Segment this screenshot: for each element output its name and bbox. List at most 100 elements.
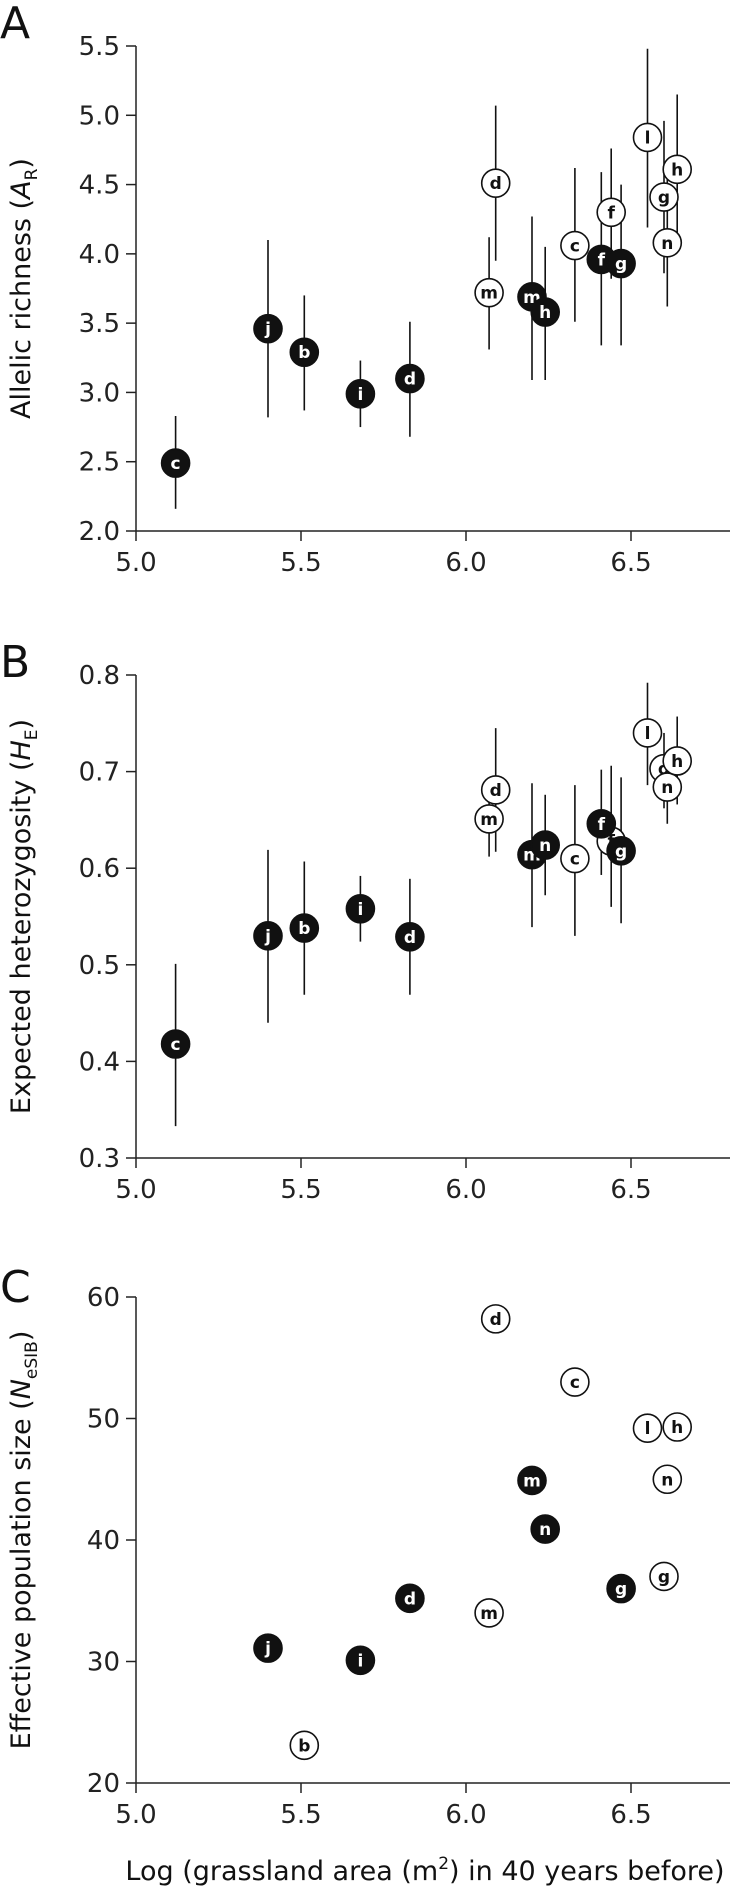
y-tick-label: 2.5 <box>79 448 120 478</box>
y-tick-label: 0.5 <box>79 951 120 981</box>
x-tick-label: 5.5 <box>280 548 321 578</box>
data-point-label: d <box>490 174 502 194</box>
x-tick-label: 5.0 <box>115 1800 156 1830</box>
data-point <box>395 1583 425 1614</box>
data-point-label: j <box>264 1639 271 1659</box>
data-point-label: d <box>490 781 502 801</box>
y-tick-label: 0.4 <box>79 1047 120 1077</box>
data-point-label: g <box>658 1567 670 1587</box>
data-point-label: h <box>671 752 683 772</box>
y-axis-label-subscript: E <box>22 729 42 740</box>
data-point-label: d <box>404 928 416 948</box>
y-axis-label-symbol: H <box>6 740 37 760</box>
data-point-label: g <box>615 255 627 275</box>
data-point <box>395 363 425 394</box>
x-tick-label: 6.0 <box>445 1800 486 1830</box>
data-point <box>289 913 320 943</box>
data-point <box>632 122 663 153</box>
y-axis-label-subscript: eSIB <box>22 1341 42 1379</box>
data-point-label: b <box>298 919 310 939</box>
data-point <box>652 1464 683 1495</box>
data-point-label: h <box>539 303 551 323</box>
y-axis-label-symbol: N <box>6 1379 37 1399</box>
data-point-label: h <box>671 160 683 180</box>
data-point <box>606 836 636 866</box>
data-point-label: c <box>171 1035 181 1055</box>
x-tick-label: 6.5 <box>610 548 651 578</box>
y-tick-label: 20 <box>87 1769 120 1799</box>
data-point <box>649 1561 679 1592</box>
data-point-label: g <box>615 842 627 862</box>
y-axis-label: Expected heterozygosity (HE) <box>6 719 42 1114</box>
data-point-label: g <box>615 1580 627 1600</box>
data-point <box>649 182 679 212</box>
data-point-label: l <box>645 128 651 148</box>
data-point <box>474 804 504 834</box>
data-point <box>160 1029 191 1059</box>
y-tick-label: 0.8 <box>79 661 120 691</box>
data-point <box>662 154 693 185</box>
data-point-label: g <box>658 188 670 208</box>
data-point <box>632 1413 663 1444</box>
data-point-label: b <box>298 1736 310 1756</box>
x-tick-label: 6.0 <box>445 548 486 578</box>
data-point <box>160 448 191 478</box>
y-tick-label: 60 <box>87 1283 120 1313</box>
y-tick-label: 5.5 <box>79 32 120 62</box>
x-tick-label: 5.5 <box>280 1175 321 1205</box>
x-axis-label-sup: 2 <box>438 1854 449 1874</box>
y-axis-label: Allelic richness (AR) <box>6 158 42 419</box>
data-point <box>289 1730 320 1761</box>
data-point <box>632 718 663 748</box>
chart-panel-b: B 0.3 0.4 0.5 0.6 0.7 0.8 5.0 5.5 6.0 6.5 Expected … <box>0 637 730 1205</box>
data-point-label: c <box>570 237 580 257</box>
data-point-label: i <box>357 385 363 405</box>
data-point <box>606 248 636 279</box>
y-tick-label: 50 <box>87 1405 120 1435</box>
chart-panel-a: A 2.0 2.5 3.0 3.5 4.0 4.5 5.0 5.5 5.0 5.5 6.0 6.5 All… <box>0 0 730 578</box>
data-point <box>480 168 511 198</box>
data-point-label: n <box>661 778 673 798</box>
data-point-label: f <box>607 203 615 223</box>
y-tick-label: 4.5 <box>79 171 120 201</box>
data-point-label: m <box>480 284 498 304</box>
y-axis-label-prefix: Expected heterozygosity ( <box>6 761 37 1115</box>
y-tick-label: 3.5 <box>79 309 120 339</box>
data-point-label: m <box>523 1471 541 1491</box>
data-point <box>606 1573 636 1604</box>
panel-letter: A <box>0 0 30 49</box>
data-point <box>395 921 425 952</box>
panel-letter: C <box>0 1262 31 1313</box>
chart-panel-c: C 20 30 40 50 60 5.0 5.5 6.0 6.5 Effective populat… <box>0 1262 730 1830</box>
data-point-label: n <box>661 1470 673 1490</box>
data-point-label: c <box>570 850 580 870</box>
x-tick-label: 5.5 <box>280 1800 321 1830</box>
data-point <box>530 297 561 327</box>
y-tick-label: 0.3 <box>79 1144 120 1174</box>
data-point <box>662 746 693 776</box>
data-point <box>652 772 683 802</box>
data-point-label: n <box>539 1520 551 1540</box>
data-point-label: d <box>490 1310 502 1330</box>
data-point-label: m <box>480 810 498 830</box>
y-tick-label: 5.0 <box>79 101 120 131</box>
data-point-label: d <box>404 1589 416 1609</box>
data-point <box>345 893 376 924</box>
data-point-label: i <box>357 900 363 920</box>
x-tick-label: 6.5 <box>610 1175 651 1205</box>
data-point <box>517 1465 547 1496</box>
x-axis-label-prefix: Log (grassland area (m <box>125 1856 438 1887</box>
y-axis-label-suffix: ) <box>6 158 37 169</box>
data-point <box>480 1304 511 1334</box>
data-point <box>530 830 561 860</box>
data-point-label: h <box>671 1418 683 1438</box>
data-point-label: f <box>598 815 606 835</box>
x-axis-label-suffix: ) in 40 years before) <box>449 1856 725 1887</box>
data-point-label: j <box>264 927 271 947</box>
data-point-label: f <box>598 250 606 270</box>
data-point <box>662 1412 693 1442</box>
data-point <box>530 1514 561 1544</box>
y-tick-label: 30 <box>87 1648 120 1678</box>
data-point <box>345 1645 376 1676</box>
data-point <box>560 1367 590 1397</box>
